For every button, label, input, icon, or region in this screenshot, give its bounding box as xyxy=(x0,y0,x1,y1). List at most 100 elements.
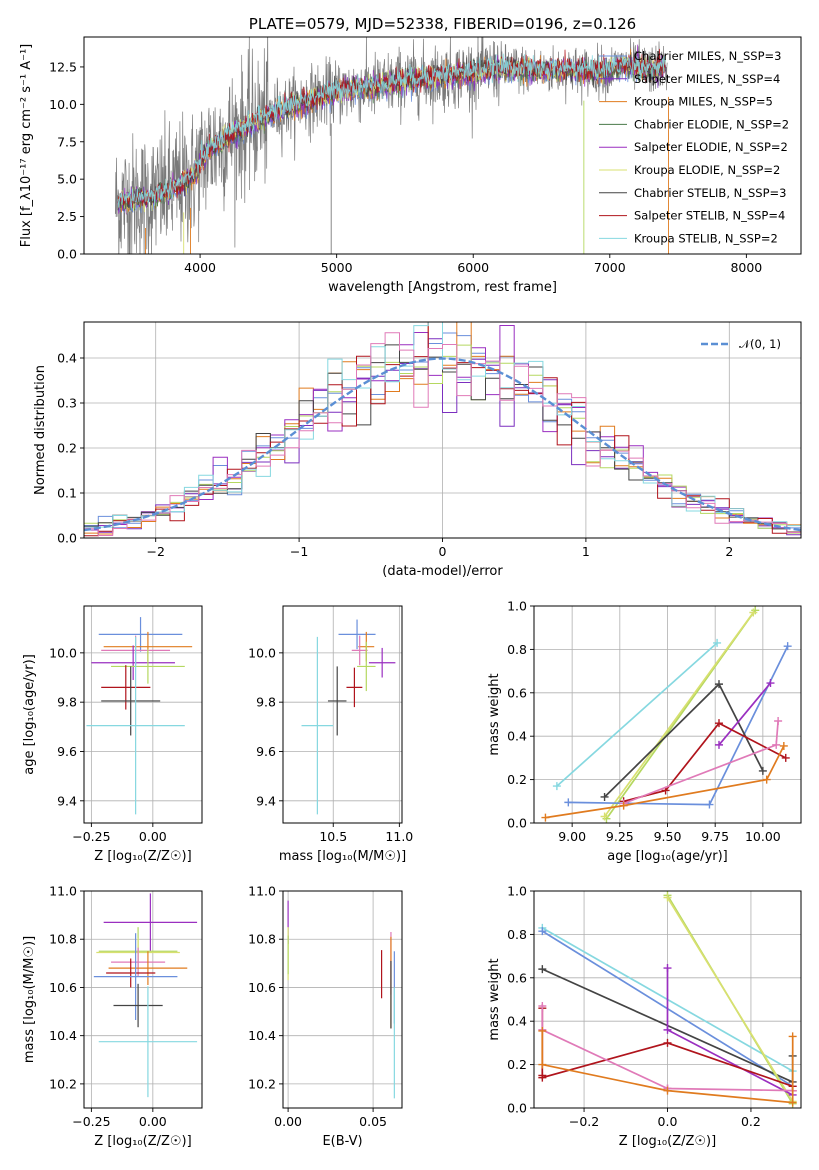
weight_vs_Z-xtick-label: 0.2 xyxy=(741,1114,761,1129)
mass_vs_EBV-plot xyxy=(287,900,395,1099)
weight_vs_age-marker-2-1 xyxy=(749,608,758,617)
weight_vs_age-xtick-label: 9.00 xyxy=(558,829,586,844)
mass_vs_EBV-border xyxy=(282,890,403,1109)
weight_vs_Z-marker-8-0 xyxy=(538,1026,547,1035)
age_vs_mass-ytick-label: 9.6 xyxy=(256,744,276,759)
weight_vs_Z-xtick-label: −0.2 xyxy=(569,1114,599,1129)
spectrum-ytick-label: 0.0 xyxy=(57,247,77,262)
age_vs_mass-ytick-label: 10.0 xyxy=(248,645,276,660)
weight_vs_Z-series-4 xyxy=(666,897,794,1102)
weight_vs_age-xlabel: age [log₁₀(age/yr)] xyxy=(607,849,728,864)
observed-spectrum-line xyxy=(115,37,668,254)
legend-label-6: Chabrier STELIB, N_SSP=3 xyxy=(634,186,786,200)
age_vs_Z-errorbar-7 xyxy=(86,636,185,815)
weight_vs_Z-marker-7-0 xyxy=(538,1002,547,1011)
mass_vs_Z-errorbar-3 xyxy=(111,947,166,977)
mass_vs_Z-frame: −0.25 0.00 10.2 10.4 10.6 10.8 11.0 Z [log₁₀(Z/… xyxy=(22,884,203,1149)
weight_vs_Z-plot xyxy=(538,891,797,1108)
age_vs_mass-xlabel: mass [log₁₀(M/M☉)] xyxy=(279,849,406,864)
weight_vs_age-ytick-label: 0.2 xyxy=(507,772,527,787)
weight_vs_age-marker-4-1 xyxy=(714,680,723,689)
weight_vs_age-marker-5-0 xyxy=(714,740,723,749)
mass_vs_Z-errorbar-7 xyxy=(113,983,163,1028)
spectrum-plot xyxy=(115,37,669,254)
legend-label-4: Salpeter ELODIE, N_SSP=2 xyxy=(634,140,788,154)
residuals-frame: −2 −1 0 1 2 0.0 0.1 0.2 0.3 0.4 (data-model)/error… xyxy=(33,321,802,579)
model-spectrum-8 xyxy=(117,53,666,209)
age_vs_Z-errorbar-3 xyxy=(91,645,175,680)
weight_vs_Z-marker-1-0 xyxy=(538,927,547,936)
legend-label-8: Kroupa STELIB, N_SSP=2 xyxy=(634,231,778,245)
age_vs_Z-ytick-label: 9.6 xyxy=(57,744,77,759)
mass_vs_EBV-xtick-label: 0.05 xyxy=(359,1114,387,1129)
weight_vs_age-ytick-label: 0.0 xyxy=(507,816,527,831)
weight_vs_Z-ytick-label: 0.6 xyxy=(507,970,527,985)
spectrum-xtick-label: 4000 xyxy=(184,260,216,275)
weight_vs_Z-marker-4-0 xyxy=(663,893,672,902)
weight_vs_Z-ytick-label: 0.4 xyxy=(507,1014,527,1029)
legend-label-0: Chabrier MILES, N_SSP=3 xyxy=(634,49,781,63)
spectrum-xtick-label: 5000 xyxy=(321,260,353,275)
age_vs_mass-errorbar-6 xyxy=(327,666,347,736)
weight_vs_age-marker-8-1 xyxy=(619,801,628,810)
weight_vs_Z-marker-5-1 xyxy=(663,1025,672,1034)
mass_vs_EBV-frame: 0.00 0.05 10.2 10.4 10.6 10.8 11.0 E(B-V) xyxy=(248,884,403,1149)
weight_vs_age-marker-3-1 xyxy=(705,800,714,809)
legend-label-2: Kroupa MILES, N_SSP=5 xyxy=(634,95,773,109)
weight_vs_age-marker-3-0 xyxy=(564,798,573,807)
residuals-xtick-label: 0 xyxy=(439,544,447,559)
weight_vs_age-marker-4-0 xyxy=(600,792,609,801)
mass_vs_Z-ytick-label: 10.2 xyxy=(49,1076,77,1091)
age_vs_mass-errorbar-5 xyxy=(346,667,363,708)
weight_vs_age-marker-8-2 xyxy=(762,775,771,784)
weight_vs_Z-marker-8-4 xyxy=(788,1032,797,1041)
weight_vs_age-marker-8-3 xyxy=(779,741,788,750)
age_vs_mass-errorbar-3 xyxy=(368,647,396,678)
mass_vs_Z-border xyxy=(83,890,203,1109)
residuals-xtick-label: −1 xyxy=(290,544,308,559)
age_vs_mass-errorbar-7 xyxy=(301,636,334,815)
age_vs_Z-errorbar-5 xyxy=(101,665,151,710)
spectrum-legend: Chabrier MILES, N_SSP=3 Salpeter MILES, N… xyxy=(599,49,789,245)
residuals-legend: 𝒩(0, 1) xyxy=(701,337,781,351)
weight_vs_Z-series-5 xyxy=(666,968,794,1096)
weight_vs_Z-xtick-label: 0.0 xyxy=(658,1114,678,1129)
mass_vs_EBV-ytick-label: 10.6 xyxy=(248,980,276,995)
residuals-ytick-label: 0.1 xyxy=(57,486,77,501)
residual-histogram-8 xyxy=(84,332,801,536)
weight_vs_age-ytick-label: 0.6 xyxy=(507,685,527,700)
mass_vs_EBV-xtick-label: 0.00 xyxy=(274,1114,302,1129)
weight_vs_age-series-2 xyxy=(603,611,754,818)
mass_vs_Z-ytick-label: 10.6 xyxy=(49,980,77,995)
residuals-xtick-label: 2 xyxy=(725,544,733,559)
age_vs_Z-xtick-label: 0.00 xyxy=(139,829,167,844)
mass_vs_EBV-ytick-label: 11.0 xyxy=(248,884,276,899)
weight_vs_age-xtick-label: 9.75 xyxy=(701,829,729,844)
residuals-plot xyxy=(84,322,801,537)
weight_vs_age-marker-6-3 xyxy=(781,753,790,762)
age_vs_Z-border xyxy=(83,605,203,824)
spectrum-xtick-label: 7000 xyxy=(594,260,626,275)
spectrum-ylabel: Flux [f_λ10⁻¹⁷ erg cm⁻² s⁻¹ A⁻¹] xyxy=(19,44,34,248)
age_vs_mass-xtick-label: 10.5 xyxy=(319,829,347,844)
spectrum-frame: 4000 5000 6000 7000 8000 0.0 2.5 5.0 7.5 10.0 12.5… xyxy=(19,36,802,295)
spectrum-ytick-label: 5.0 xyxy=(57,172,77,187)
weight_vs_age-series-8 xyxy=(545,745,785,819)
weight_vs_age-xtick-label: 10.00 xyxy=(745,829,781,844)
spectrum-ytick-label: 7.5 xyxy=(57,134,77,149)
legend-label-3: Chabrier ELODIE, N_SSP=2 xyxy=(634,117,789,131)
weight_vs_Z-xlabel: Z [log₁₀(Z/Z☉)] xyxy=(619,1134,716,1149)
spectrum-xtick-label: 8000 xyxy=(730,260,762,275)
spectrum-xtick-label: 6000 xyxy=(457,260,489,275)
mass_vs_Z-errorbar-8 xyxy=(98,986,198,1098)
spectrum-ytick-label: 2.5 xyxy=(57,209,77,224)
weight_vs_Z-marker-5-0 xyxy=(663,964,672,973)
weight_vs_Z-series-7 xyxy=(541,1006,793,1092)
weight_vs_Z-ylabel: mass weight xyxy=(487,958,502,1040)
mass_vs_Z-xtick-label: −0.25 xyxy=(72,1114,110,1129)
weight_vs_Z-marker-8-2 xyxy=(663,1086,672,1095)
mass_vs_Z-errorbar-5 xyxy=(106,958,156,988)
age_vs_mass-errorbar-4 xyxy=(357,641,376,692)
mass_vs_EBV-ytick-label: 10.4 xyxy=(248,1028,276,1043)
age_vs_Z-plot xyxy=(86,617,193,815)
